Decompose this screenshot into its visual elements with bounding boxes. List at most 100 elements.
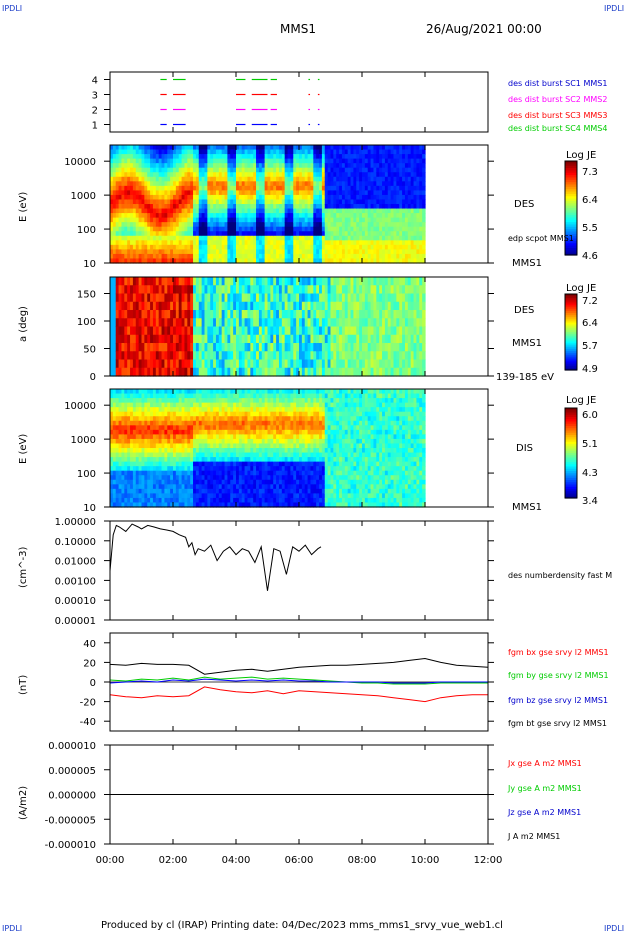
heat-cell	[190, 475, 194, 481]
heat-cell	[230, 310, 234, 319]
heat-cell	[264, 367, 269, 377]
heat-cell	[419, 343, 423, 352]
heat-cell	[376, 318, 380, 328]
heat-cell	[227, 253, 231, 260]
heat-cell	[313, 181, 317, 187]
heat-cell	[121, 420, 125, 426]
heat-cell	[221, 199, 226, 205]
heat-cell	[201, 154, 206, 160]
heat-cell	[173, 158, 177, 164]
heat-cell	[393, 258, 397, 264]
heat-cell	[353, 351, 357, 361]
heat-cell	[407, 367, 412, 377]
heat-cell	[410, 185, 415, 191]
heat-cell	[124, 222, 128, 228]
heat-cell	[124, 310, 128, 319]
heat-cell	[124, 466, 128, 472]
heat-cell	[150, 502, 154, 508]
heat-cell	[299, 231, 303, 237]
heat-cell	[193, 310, 197, 319]
heat-cell	[167, 416, 171, 422]
heat-cell	[184, 402, 188, 408]
heat-cell	[313, 231, 317, 237]
heat-cell	[190, 411, 194, 417]
heat-cell	[198, 293, 203, 303]
heat-cell	[147, 402, 151, 408]
heat-cell	[276, 145, 280, 151]
heat-cell	[121, 502, 125, 508]
heat-cell	[144, 293, 148, 303]
heat-cell	[193, 222, 197, 228]
heat-cell	[221, 249, 226, 255]
heat-cell	[144, 199, 148, 205]
heat-cell	[258, 158, 263, 164]
heat-cell	[181, 244, 186, 250]
heat-cell	[132, 497, 137, 504]
heat-cell	[359, 204, 363, 210]
heat-cell	[167, 208, 171, 214]
heat-cell	[218, 326, 223, 336]
heat-cell	[336, 235, 340, 241]
heat-cell	[150, 402, 154, 408]
heat-cell	[399, 213, 403, 219]
heat-cell	[373, 277, 377, 286]
heat-cell	[112, 217, 117, 223]
heat-cell	[370, 231, 375, 237]
heat-cell	[144, 367, 148, 377]
heat-cell	[175, 359, 180, 369]
heat-cell	[399, 194, 403, 201]
heat-cell	[247, 318, 251, 328]
heat-cell	[367, 222, 372, 228]
heat-cell	[307, 351, 312, 361]
heat-cell	[404, 240, 409, 246]
heat-cell	[387, 204, 392, 210]
heat-cell	[407, 204, 412, 210]
heat-cell	[296, 213, 300, 219]
heat-cell	[115, 318, 120, 328]
heat-cell	[115, 493, 120, 499]
heat-cell	[347, 359, 352, 369]
heat-cell	[221, 185, 226, 191]
heat-cell	[161, 484, 166, 490]
heat-cell	[396, 213, 400, 219]
heat-cell	[112, 253, 117, 260]
heat-cell	[158, 249, 163, 255]
heat-cell	[341, 318, 346, 328]
heat-cell	[276, 249, 280, 255]
heat-cell	[404, 163, 409, 169]
heat-cell	[384, 217, 389, 223]
heat-cell	[178, 318, 183, 328]
heat-cell	[367, 208, 372, 214]
heat-cell	[121, 190, 125, 196]
heat-cell	[167, 154, 171, 160]
heat-cell	[390, 181, 395, 187]
heat-cell	[310, 185, 314, 191]
heat-cell	[161, 452, 166, 458]
heat-cell	[175, 204, 180, 210]
heat-cell	[238, 293, 243, 303]
heat-cell	[344, 351, 349, 361]
heat-cell	[173, 194, 177, 201]
heat-cell	[227, 190, 231, 196]
heat-cell	[167, 488, 171, 494]
heat-cell	[164, 158, 168, 164]
heat-cell	[299, 199, 303, 205]
heat-cell	[416, 199, 420, 205]
heat-cell	[339, 163, 343, 169]
heat-cell	[195, 208, 200, 214]
heat-cell	[184, 318, 188, 328]
heat-cell	[278, 351, 283, 361]
heat-cell	[347, 199, 352, 205]
heat-cell	[247, 258, 251, 264]
heat-cell	[316, 359, 320, 369]
heat-cell	[290, 318, 294, 328]
heat-cell	[121, 389, 125, 395]
heat-cell	[341, 185, 346, 191]
heat-cell	[267, 244, 271, 250]
heat-cell	[399, 253, 403, 260]
heat-cell	[198, 240, 203, 246]
heat-cell	[144, 226, 148, 232]
heat-cell	[210, 310, 214, 319]
heat-cell	[250, 194, 254, 201]
heat-cell	[161, 416, 166, 422]
